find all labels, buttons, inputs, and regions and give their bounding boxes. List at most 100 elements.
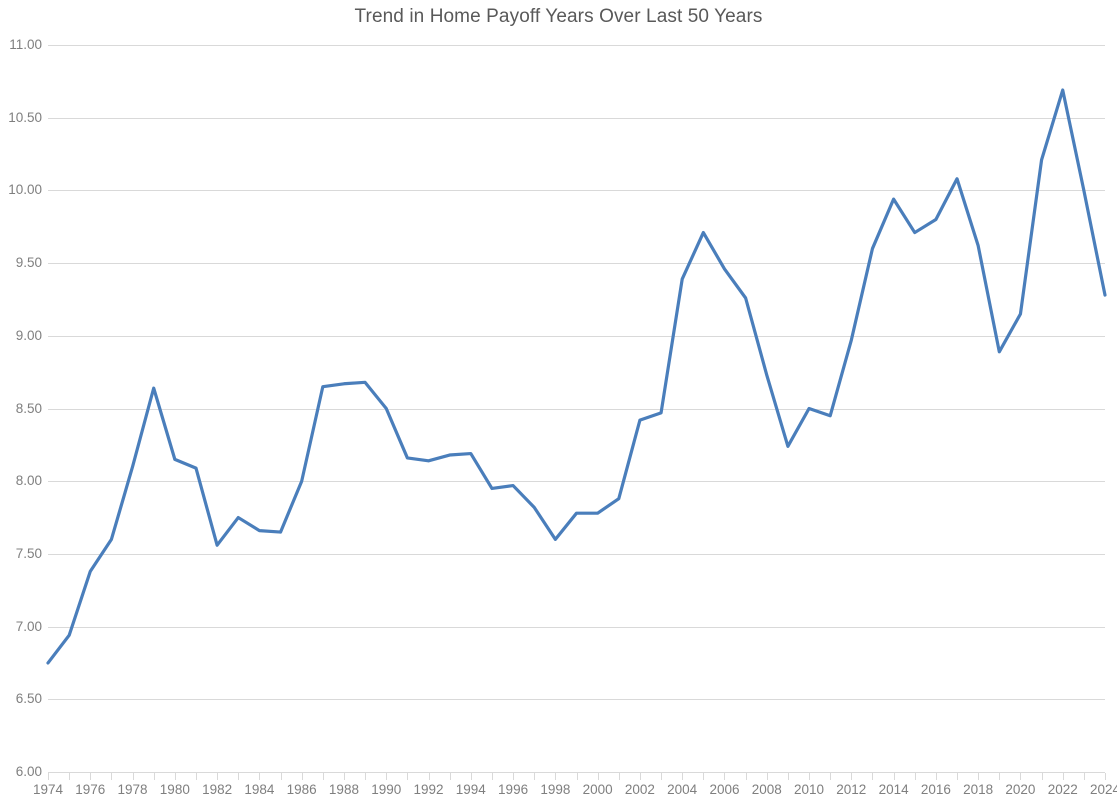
series-line-chart	[48, 45, 1105, 772]
gridline	[48, 263, 1105, 265]
x-axis-tick	[322, 773, 324, 780]
x-axis-tick	[1105, 773, 1106, 780]
x-axis-tick	[1062, 773, 1064, 780]
y-axis-tick-label: 6.50	[15, 691, 42, 707]
x-axis-tick	[111, 773, 113, 780]
x-axis-tick-label: 2020	[1005, 782, 1036, 797]
x-axis-tick	[491, 773, 493, 780]
x-axis-tick-label: 1984	[244, 782, 275, 797]
x-axis-tick	[576, 773, 578, 780]
x-axis-tick	[1041, 773, 1043, 780]
x-axis-tick	[999, 773, 1001, 780]
x-axis-tick	[365, 773, 367, 780]
x-axis-tick-label: 2022	[1047, 782, 1078, 797]
gridline	[48, 335, 1105, 337]
gridline	[48, 553, 1105, 555]
gridline	[48, 481, 1105, 483]
x-axis-tick	[238, 773, 240, 780]
y-axis-tick-label: 8.50	[15, 400, 42, 416]
gridline	[48, 408, 1105, 410]
x-axis-tick-label: 1978	[117, 782, 148, 797]
x-axis-tick-label: 2016	[920, 782, 951, 797]
x-axis-tick-label: 2024	[1089, 782, 1117, 797]
x-axis-tick	[174, 773, 176, 780]
x-axis-tick	[957, 773, 959, 780]
x-axis-tick	[407, 773, 409, 780]
y-axis-tick-label: 6.00	[15, 764, 42, 779]
x-axis-tick-label: 1986	[286, 782, 317, 797]
x-axis-tick	[618, 773, 620, 780]
x-axis-tick	[766, 773, 768, 780]
x-axis-tick-label: 2012	[836, 782, 867, 797]
x-axis-tick	[428, 773, 430, 780]
x-axis-tick	[470, 773, 472, 780]
x-axis-tick	[259, 773, 261, 780]
y-axis-tick-label: 8.00	[15, 473, 42, 489]
y-axis-tick-label: 7.00	[15, 618, 42, 634]
x-axis-tick-label: 2002	[624, 782, 655, 797]
x-axis-tick	[449, 773, 451, 780]
gridline	[48, 626, 1105, 628]
x-axis-tick-label: 2004	[667, 782, 698, 797]
x-axis-tick-label: 1996	[498, 782, 529, 797]
x-axis-tick	[787, 773, 789, 780]
x-axis-tick-label: 1994	[455, 782, 486, 797]
x-axis-tick	[703, 773, 705, 780]
x-axis-tick	[69, 773, 71, 780]
x-axis-tick	[830, 773, 832, 780]
x-axis-tick	[301, 773, 303, 780]
y-axis-tick-label: 9.50	[15, 255, 42, 271]
gridline	[48, 699, 1105, 701]
x-axis-labels: 1974 1976 1978 1980 1982 1984 1986 1988 1990 1992…	[0, 782, 1117, 807]
x-axis-tick	[386, 773, 388, 780]
x-axis-tick-label: 1988	[328, 782, 359, 797]
y-axis-tick-label: 10.00	[8, 182, 42, 198]
x-axis-tick-label: 2018	[963, 782, 994, 797]
x-axis-tick-label: 2000	[582, 782, 613, 797]
x-axis-tick	[639, 773, 641, 780]
x-axis-tick	[132, 773, 134, 780]
y-axis-tick-label: 7.50	[15, 545, 42, 561]
x-axis-tick	[90, 773, 92, 780]
x-axis-tick	[597, 773, 599, 780]
x-axis-tick-label: 2006	[709, 782, 740, 797]
x-axis-tick	[851, 773, 853, 780]
x-axis-tick	[893, 773, 895, 780]
x-axis-tick	[682, 773, 684, 780]
x-axis-tick-label: 1992	[413, 782, 444, 797]
x-axis-line	[48, 772, 1105, 773]
x-axis-tick	[153, 773, 155, 780]
x-axis-tick	[724, 773, 726, 780]
y-axis-tick-label: 9.00	[15, 327, 42, 343]
y-axis: 11.00 10.50 10.00 9.50 9.00 8.50 8.00 7.50 7.00 6…	[0, 38, 42, 778]
gridline	[48, 45, 1105, 46]
x-axis-tick	[914, 773, 916, 780]
y-axis-tick-label: 11.00	[9, 37, 42, 52]
x-axis-tick	[217, 773, 219, 780]
x-axis-tick-label: 1998	[540, 782, 571, 797]
x-axis-tick-label: 1976	[75, 782, 106, 797]
x-axis-tick	[280, 773, 282, 780]
y-axis-tick-label: 10.50	[8, 109, 42, 125]
x-axis-tick	[809, 773, 811, 780]
x-axis-ticks	[48, 773, 1106, 781]
x-axis-tick	[661, 773, 663, 780]
x-axis-tick	[935, 773, 937, 780]
x-axis-tick	[555, 773, 557, 780]
x-axis-tick-label: 1990	[371, 782, 402, 797]
gridline	[48, 117, 1105, 119]
chart-title: Trend in Home Payoff Years Over Last 50 …	[354, 6, 763, 27]
x-axis-tick-label: 2010	[794, 782, 825, 797]
x-axis-tick-label: 2008	[751, 782, 782, 797]
x-axis-tick	[534, 773, 536, 780]
x-axis-tick-label: 1974	[32, 782, 64, 797]
x-axis-tick-label: 1980	[159, 782, 190, 797]
x-axis-tick	[343, 773, 345, 780]
x-axis-tick	[745, 773, 747, 780]
x-axis-tick	[195, 773, 197, 780]
x-axis-tick-label: 1982	[202, 782, 233, 797]
series-line-home-payoff-years	[48, 90, 1105, 663]
x-axis-tick	[48, 773, 49, 780]
x-axis-tick	[1083, 773, 1085, 780]
